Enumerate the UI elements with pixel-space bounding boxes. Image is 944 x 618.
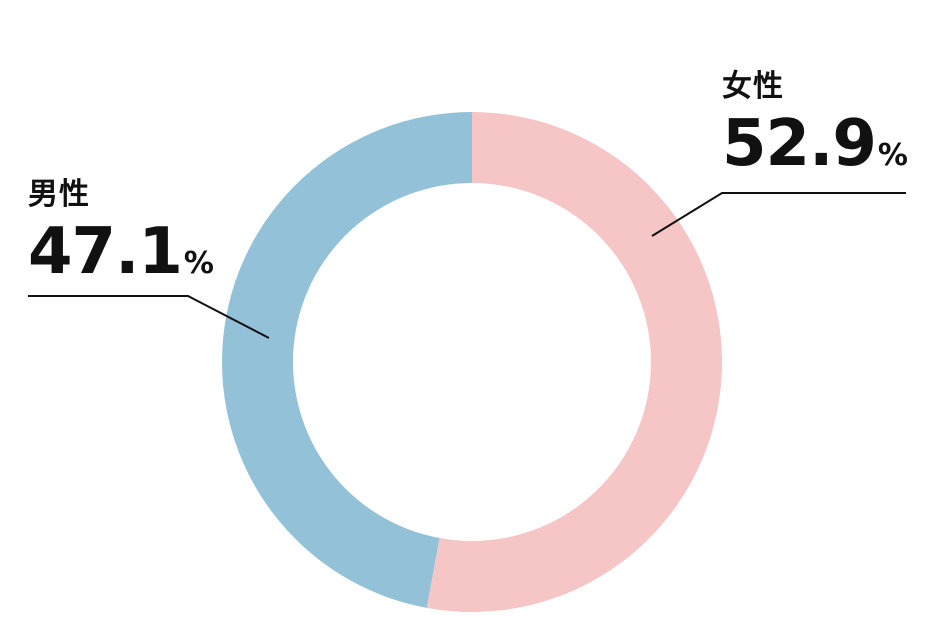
label-male: 男性 47.1% xyxy=(28,177,214,285)
label-female: 女性 52.9% xyxy=(722,69,908,177)
label-male-name: 男性 xyxy=(28,177,90,212)
label-female-name: 女性 xyxy=(722,69,784,104)
label-female-value: 52.9% xyxy=(722,112,908,176)
label-male-number: 47.1 xyxy=(28,215,183,289)
label-male-unit: % xyxy=(183,246,214,281)
slice-male xyxy=(221,112,472,608)
leader-female xyxy=(651,192,906,237)
slice-female xyxy=(426,112,722,612)
label-male-value: 47.1% xyxy=(28,220,214,284)
leader-male xyxy=(28,295,270,339)
label-female-number: 52.9 xyxy=(722,107,877,181)
label-female-unit: % xyxy=(877,138,908,173)
